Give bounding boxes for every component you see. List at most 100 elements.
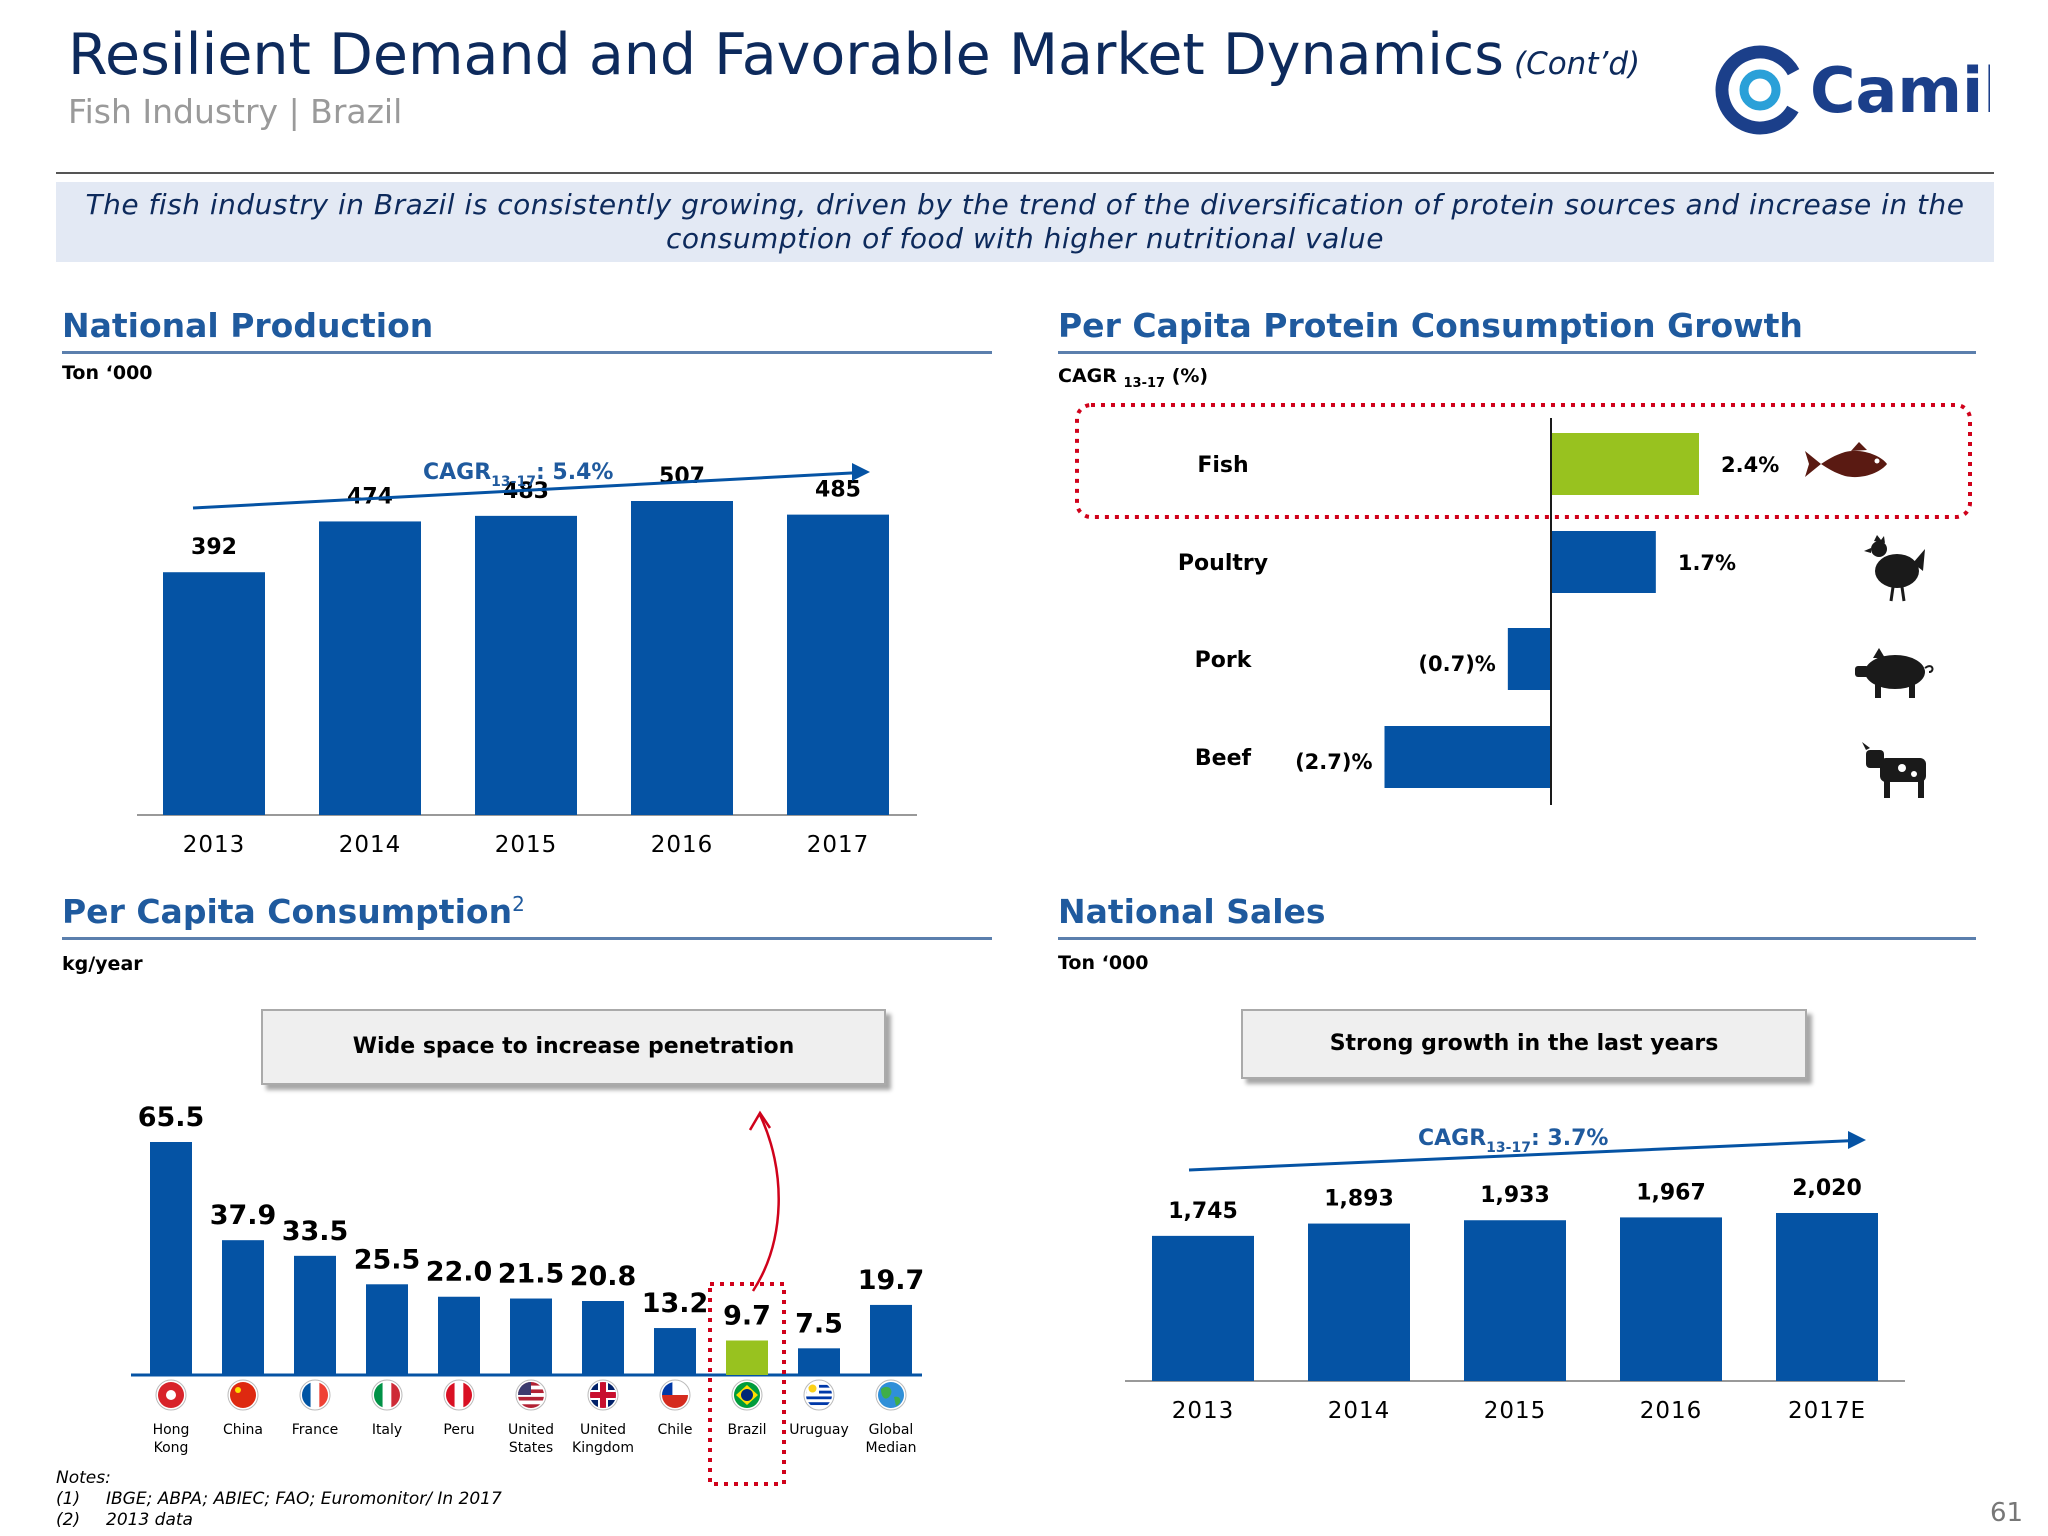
sales-value-label: 1,933 bbox=[1480, 1183, 1550, 1208]
flag-stripe bbox=[662, 1395, 688, 1408]
consumption-country-label: Italy bbox=[372, 1422, 402, 1438]
flag-fill bbox=[878, 1382, 904, 1408]
camil-logo-icon: Camil bbox=[1715, 45, 2004, 135]
united-kingdom-flag-icon bbox=[587, 1379, 619, 1411]
flag-stripe bbox=[302, 1382, 311, 1408]
consumption-value-label: 33.5 bbox=[282, 1216, 349, 1247]
logo-text: Camil bbox=[1810, 54, 1990, 127]
production-cagr-arrow bbox=[192, 463, 870, 510]
chicken-tail bbox=[1913, 549, 1925, 571]
flag-fill bbox=[734, 1382, 760, 1408]
flag-star bbox=[235, 1387, 241, 1393]
flag-stripe bbox=[518, 1404, 544, 1408]
fish-eye bbox=[1874, 458, 1880, 464]
production-value-label: 485 bbox=[815, 478, 861, 503]
consumption-bar bbox=[150, 1142, 192, 1375]
consumption-country-label: Global bbox=[869, 1422, 914, 1438]
flag-land bbox=[894, 1396, 901, 1406]
consumption-value-label: 22.0 bbox=[426, 1257, 493, 1288]
sales-cagr-arrow bbox=[1188, 1131, 1866, 1172]
consumption-bar bbox=[726, 1340, 768, 1375]
united-states-flag-icon bbox=[515, 1379, 547, 1411]
summary-banner: The fish industry in Brazil is consisten… bbox=[56, 182, 1994, 262]
sales-value-label: 1,893 bbox=[1324, 1187, 1394, 1212]
consumption-bar bbox=[654, 1328, 696, 1375]
fish-icon bbox=[1805, 442, 1887, 478]
consumption-section-title: Per Capita Consumption2 bbox=[62, 892, 525, 931]
protein-section-title: Per Capita Protein Consumption Growth bbox=[1058, 306, 1803, 345]
sales-bar bbox=[1620, 1217, 1722, 1381]
italy-flag-icon bbox=[371, 1379, 403, 1411]
production-bar bbox=[787, 514, 889, 815]
consumption-bar bbox=[798, 1348, 840, 1375]
trend-arrow-head bbox=[852, 463, 870, 481]
consumption-value-label: 7.5 bbox=[795, 1308, 843, 1339]
consumption-country-label: Kong bbox=[154, 1440, 189, 1456]
penetration-arrow-head bbox=[748, 1110, 772, 1131]
page-number: 61 bbox=[1990, 1498, 2024, 1528]
consumption-country-label: United bbox=[580, 1422, 626, 1438]
production-bar bbox=[319, 521, 421, 815]
flag-stripe bbox=[806, 1402, 832, 1406]
flag-sun bbox=[808, 1384, 817, 1393]
protein-section-rule bbox=[1058, 351, 1976, 354]
fish-tail bbox=[1805, 451, 1821, 477]
flag-fill bbox=[158, 1382, 184, 1408]
protein-value-label: 1.7% bbox=[1678, 551, 1736, 575]
chicken-comb bbox=[1874, 535, 1885, 543]
cow-leg bbox=[1884, 780, 1890, 798]
notes-heading: Notes: bbox=[56, 1468, 111, 1488]
globe-icon bbox=[875, 1379, 907, 1411]
production-unit: Ton ‘000 bbox=[62, 362, 153, 384]
chile-flag-icon bbox=[659, 1379, 691, 1411]
sales-value-label: 1,745 bbox=[1168, 1199, 1238, 1224]
consumption-country-label: Brazil bbox=[727, 1422, 766, 1438]
consumption-value-label: 21.5 bbox=[498, 1259, 565, 1290]
consumption-country-label: Median bbox=[866, 1440, 917, 1456]
note-1: (1) IBGE; ABPA; ABIEC; FAO; Euromonitor/ … bbox=[56, 1489, 502, 1509]
flag-stripe bbox=[518, 1400, 544, 1405]
chicken-leg bbox=[1889, 586, 1895, 602]
flag-land bbox=[881, 1386, 892, 1399]
consumption-value-label: 20.8 bbox=[570, 1261, 637, 1292]
flag-stripe bbox=[806, 1399, 832, 1403]
flag-fill bbox=[374, 1382, 400, 1408]
flag-fill bbox=[662, 1382, 688, 1408]
pig-snout bbox=[1855, 666, 1869, 677]
peru-flag-icon bbox=[443, 1379, 475, 1411]
sales-bar bbox=[1308, 1223, 1410, 1381]
sales-year-label: 2014 bbox=[1328, 1398, 1391, 1424]
pig-tail bbox=[1924, 665, 1934, 673]
flag-stripe bbox=[319, 1382, 328, 1408]
consumption-country-label: France bbox=[292, 1422, 339, 1438]
cow-leg bbox=[1918, 780, 1924, 798]
brazil-highlight-box bbox=[708, 1282, 786, 1486]
sales-value-label: 2,020 bbox=[1792, 1176, 1862, 1201]
flag-stripe bbox=[454, 1382, 464, 1408]
brazil-flag-icon bbox=[731, 1379, 763, 1411]
consumption-bar bbox=[582, 1301, 624, 1375]
pig-leg bbox=[1909, 684, 1915, 698]
flag-bg bbox=[878, 1382, 904, 1408]
sales-year-label: 2013 bbox=[1172, 1398, 1235, 1424]
pig-leg bbox=[1875, 684, 1881, 698]
flag-stripe bbox=[446, 1382, 455, 1408]
consumption-country-label: United bbox=[508, 1422, 554, 1438]
consumption-bar bbox=[438, 1296, 480, 1375]
protein-category-label: Poultry bbox=[1178, 551, 1268, 576]
france-flag-icon bbox=[299, 1379, 331, 1411]
production-year-label: 2017 bbox=[807, 832, 870, 858]
consumption-value-label: 13.2 bbox=[642, 1288, 709, 1319]
sales-year-label: 2017E bbox=[1788, 1398, 1866, 1424]
production-year-label: 2015 bbox=[495, 832, 558, 858]
production-bar bbox=[631, 501, 733, 815]
protein-value-label: 2.4% bbox=[1721, 453, 1779, 477]
consumption-value-label: 9.7 bbox=[723, 1300, 771, 1331]
flag-stripe bbox=[374, 1382, 383, 1408]
consumption-country-label: Chile bbox=[657, 1422, 692, 1438]
flag-fill bbox=[806, 1382, 832, 1408]
fish-body bbox=[1821, 450, 1887, 478]
sales-section-title: National Sales bbox=[1058, 892, 1326, 931]
consumption-bar bbox=[870, 1304, 912, 1375]
fish-highlight-box bbox=[1075, 403, 1972, 519]
